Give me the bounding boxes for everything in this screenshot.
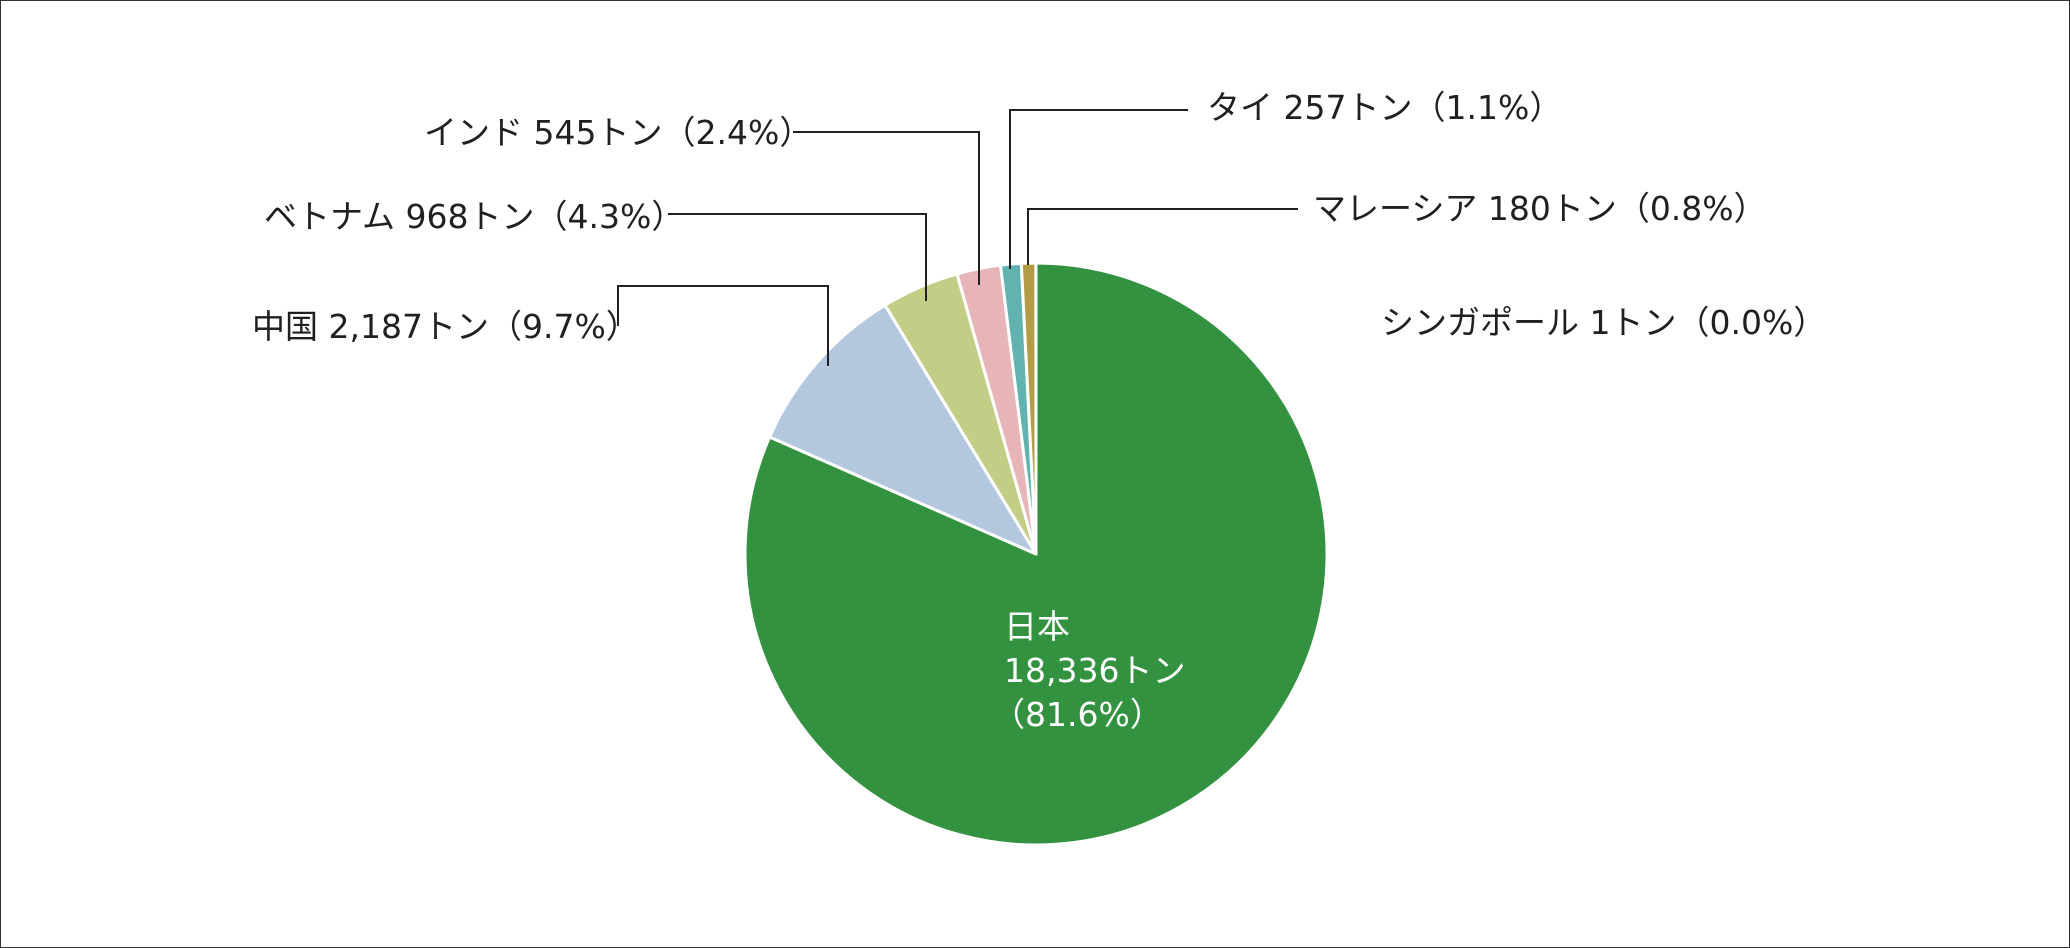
leader-line-vietnam [668, 213, 927, 301]
label-japan-value: 18,336トン [1004, 651, 1185, 690]
label-vietnam: ベトナム 968トン（4.3%） [264, 197, 684, 236]
leader-line-thailand [1009, 109, 1188, 269]
label-china: 中国 2,187トン（9.7%） [252, 307, 639, 346]
label-japan-percent: （81.6%） [992, 695, 1163, 734]
pie-slice-1 [768, 303, 1038, 556]
label-malaysia: マレーシア 180トン（0.8%） [1313, 189, 1767, 228]
leader-line-india [793, 131, 980, 285]
leader-line-malaysia [1027, 208, 1298, 265]
leader-line-china [617, 285, 829, 366]
label-japan-name: 日本 [1004, 607, 1070, 646]
leader-lines [617, 109, 1298, 366]
label-thailand: タイ 257トン（1.1%） [1207, 88, 1562, 127]
label-singapore: シンガポール 1トン（0.0%） [1381, 303, 1826, 342]
label-india: インド 545トン（2.4%） [424, 113, 812, 152]
pie-slices [743, 261, 1329, 847]
